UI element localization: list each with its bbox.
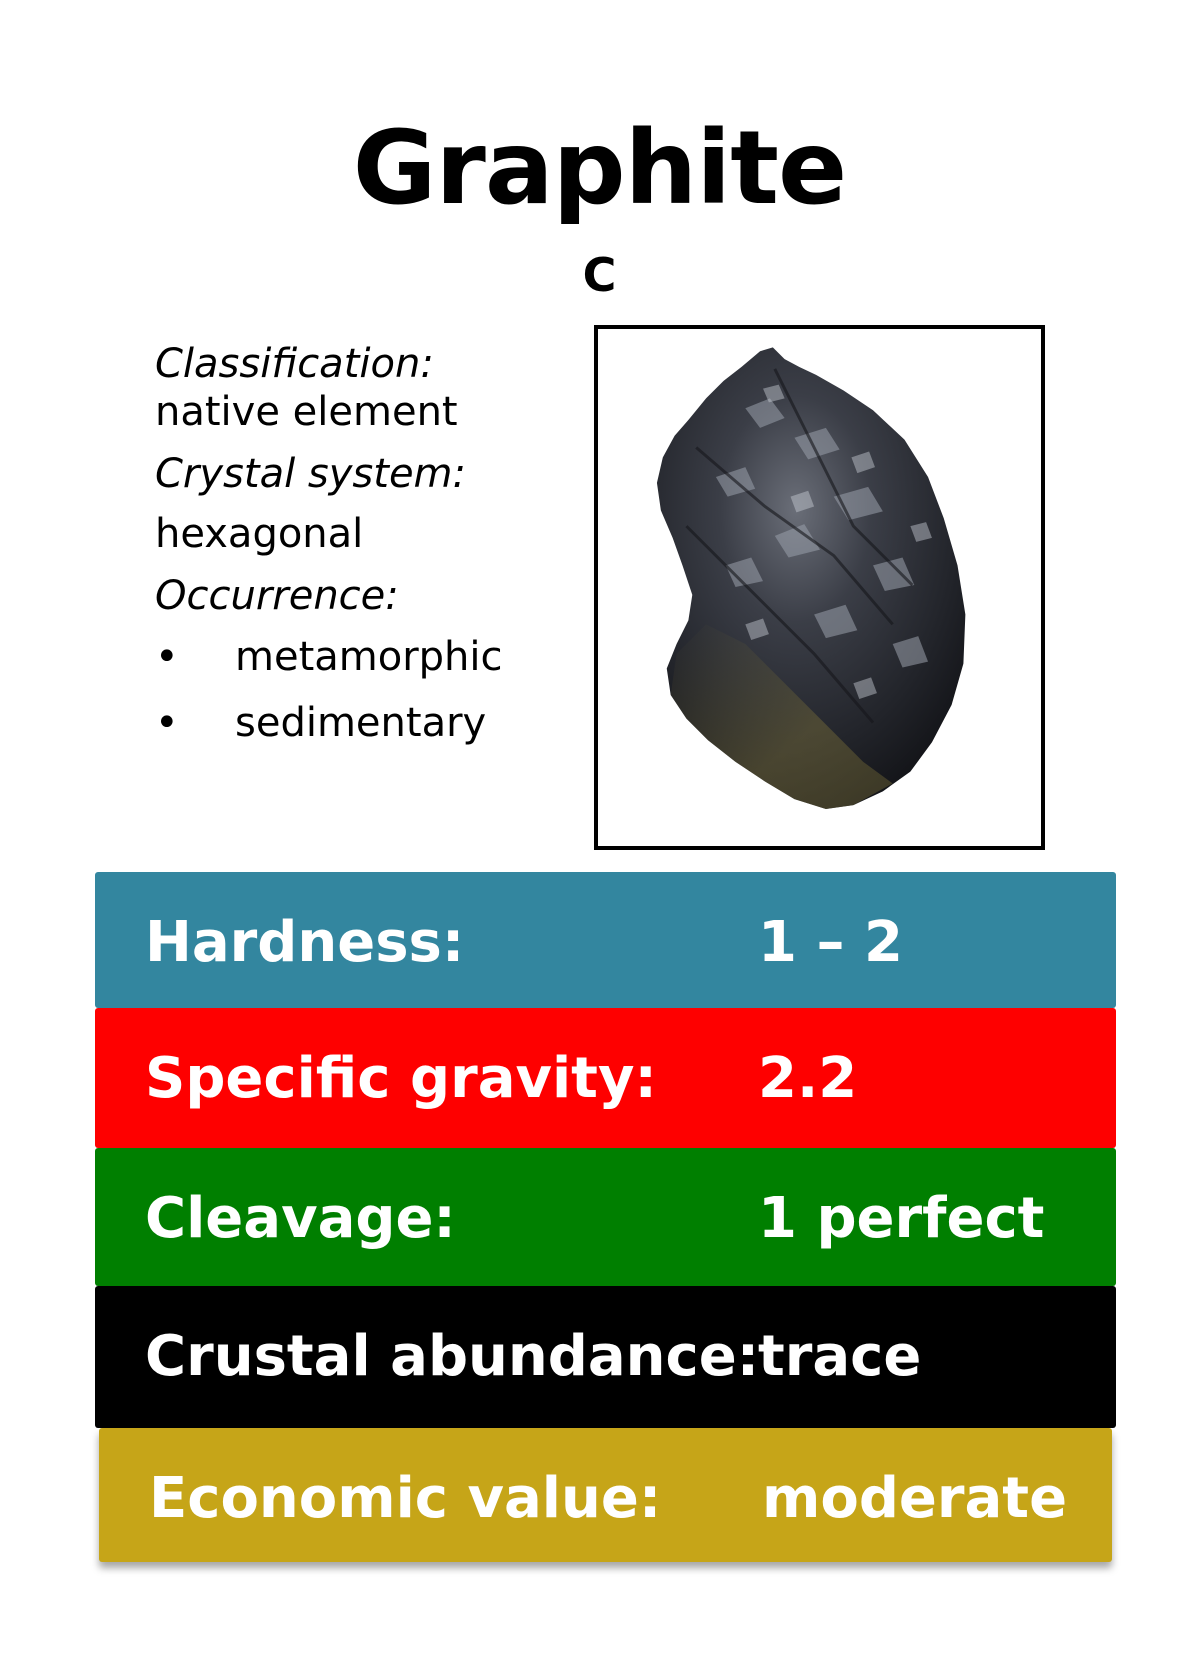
- chemical-formula: C: [582, 248, 617, 302]
- property-row-economic-value: Economic value: moderate: [99, 1428, 1112, 1562]
- property-value: 1 – 2: [758, 910, 903, 975]
- list-item: • sedimentary: [155, 690, 575, 756]
- mineral-info: Classification: native element Crystal s…: [155, 340, 575, 756]
- specimen-photo-frame: [594, 325, 1045, 850]
- bullet-icon: •: [155, 700, 179, 746]
- graphite-specimen-photo: [656, 347, 966, 809]
- property-label: Hardness:: [145, 910, 465, 975]
- property-label: Specific gravity:: [145, 1046, 657, 1111]
- property-label: Cleavage:: [145, 1186, 456, 1251]
- occurrence-item: metamorphic: [235, 634, 503, 680]
- property-label: Crustal abundance:: [145, 1324, 760, 1389]
- property-value: 1 perfect: [758, 1186, 1045, 1251]
- crystal-system-label: Crystal system:: [155, 451, 466, 497]
- property-label: Economic value:: [149, 1466, 662, 1531]
- property-value: trace: [758, 1324, 922, 1389]
- properties-table: Hardness: 1 – 2 Specific gravity: 2.2 Cl…: [95, 872, 1116, 1562]
- classification-label: Classification:: [155, 341, 434, 387]
- property-value: moderate: [762, 1466, 1068, 1531]
- bullet-icon: •: [155, 634, 179, 680]
- property-row-specific-gravity: Specific gravity: 2.2: [95, 1008, 1116, 1148]
- occurrence-label: Occurrence:: [155, 573, 399, 619]
- mineral-name: Graphite: [352, 109, 847, 228]
- property-row-hardness: Hardness: 1 – 2: [95, 872, 1116, 1008]
- property-row-crustal-abundance: Crustal abundance: trace: [95, 1286, 1116, 1428]
- occurrence-item: sedimentary: [235, 700, 487, 746]
- property-row-cleavage: Cleavage: 1 perfect: [95, 1148, 1116, 1286]
- list-item: • metamorphic: [155, 624, 575, 690]
- crystal-system-value: hexagonal: [155, 511, 364, 557]
- property-value: 2.2: [758, 1046, 858, 1111]
- occurrence-list: • metamorphic • sedimentary: [155, 624, 575, 756]
- classification-value: native element: [155, 389, 458, 435]
